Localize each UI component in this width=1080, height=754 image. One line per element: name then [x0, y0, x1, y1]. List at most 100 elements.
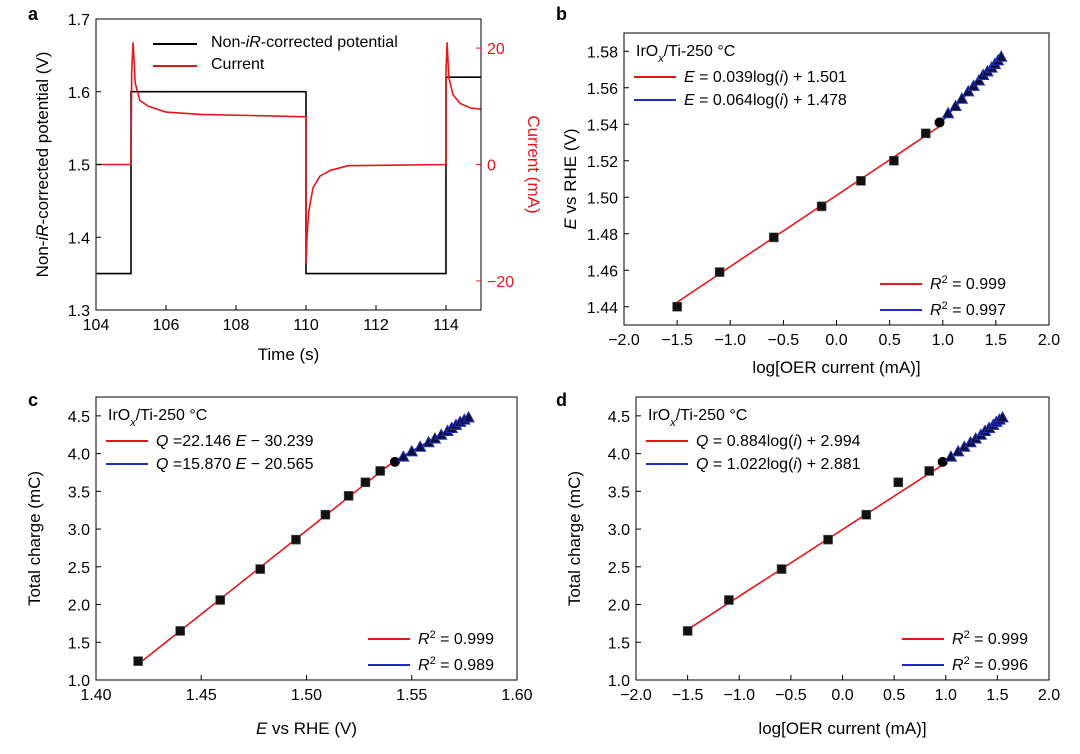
square-marker — [375, 466, 385, 476]
square-marker — [672, 301, 682, 312]
x-tick-label: −0.5 — [768, 332, 800, 349]
square-marker — [889, 155, 899, 166]
y-axis-label: Total charge (mC) — [25, 471, 44, 606]
y-tick-label: 2.0 — [608, 598, 630, 615]
legend-label-current: Current — [211, 56, 265, 73]
x-tick-label: 114 — [433, 317, 459, 334]
x-tick-label: −1.0 — [723, 687, 755, 704]
y-tick-label: 1.5 — [68, 158, 90, 175]
x-tick-label: 2.0 — [1038, 332, 1060, 349]
triangle-marker — [941, 106, 955, 119]
r2-label: R2 = 0.989 — [418, 655, 494, 674]
y-tick-label: 1.44 — [587, 300, 618, 317]
square-marker — [291, 534, 301, 545]
y2-tick-label: −20 — [487, 274, 514, 291]
panel-b: b −2.0 −1.5 −1.0 −0.5 0.0 0.5 1.0 1.5 2.0 1.44 1.46… — [556, 4, 1060, 377]
annotation-label: IrOx/Ti-250 °C — [636, 43, 735, 65]
panel-c: c 1.40 1.45 1.50 1.55 1.60 1.0 1.5 2.0 2.5 3.0 3.5 4… — [25, 390, 533, 738]
legend: IrOx/Ti-250 °C Q =22.146 E − 30.239 Q =15.… — [106, 407, 494, 674]
annotation-label: IrOx/Ti-250 °C — [108, 407, 207, 429]
x-tick-label: 1.5 — [986, 687, 1008, 704]
r2-label: R2 = 0.999 — [930, 274, 1006, 293]
panel-d: d −2.0 −1.5 −1.0 −0.5 0.0 0.5 1.0 1.5 2.0 1.0 1.5 2.… — [556, 390, 1060, 738]
square-marker — [924, 466, 935, 476]
y-tick-label: 1.58 — [587, 44, 618, 61]
y-tick-label: 4.5 — [608, 409, 630, 426]
triangle-marker — [996, 410, 1009, 423]
fit-equation-label: E = 0.039log(i) + 1.501 — [684, 69, 847, 86]
y-tick-label: 1.0 — [68, 673, 90, 690]
legend: IrOx/Ti-250 °C E = 0.039log(i) + 1.501 E =… — [634, 43, 1006, 319]
r2-label: R2 = 0.996 — [952, 655, 1028, 674]
circle-marker — [934, 117, 945, 128]
legend-label-potential: Non-iR-corrected potential — [211, 34, 398, 51]
y-tick-label: 1.50 — [587, 190, 618, 207]
square-marker — [861, 509, 872, 520]
square-marker — [320, 509, 331, 520]
triangle-marker — [955, 92, 969, 104]
y-tick-label: 2.0 — [68, 598, 90, 615]
y-tick-label: 3.5 — [68, 484, 90, 501]
square-marker — [724, 595, 734, 605]
fit-equation-label: Q = 0.884log(i) + 2.994 — [696, 433, 861, 450]
square-marker — [133, 656, 143, 666]
square-marker — [343, 491, 354, 501]
square-marker — [856, 176, 866, 186]
y-tick-label: 1.48 — [587, 227, 618, 244]
square-marker — [682, 626, 693, 636]
x-axis-label: log[OER current (mA)] — [752, 358, 920, 377]
y-tick-label: 2.5 — [68, 560, 90, 577]
y-tick-label: 1.56 — [587, 81, 618, 98]
x-tick-label: 108 — [223, 317, 250, 334]
y-tick-label: 1.7 — [68, 12, 90, 29]
square-marker — [175, 626, 185, 636]
y-tick-label: 1.5 — [68, 635, 90, 652]
panel-a: a 104 106 108 110 112 114 1.3 1.4 1.5 1.6 1.7 20 0 −20… — [28, 4, 543, 364]
fit-line-red — [674, 125, 941, 305]
y-tick-label: 2.5 — [608, 560, 630, 577]
y-axis-label: E vs RHE (V) — [561, 128, 580, 229]
x-axis-label: E vs RHE (V) — [256, 719, 357, 738]
panel-label: b — [556, 4, 567, 24]
square-marker — [893, 477, 904, 488]
x-tick-label: 1.5 — [985, 332, 1007, 349]
x-tick-label: −1.5 — [661, 332, 693, 349]
square-marker — [769, 232, 779, 243]
x-tick-label: 2.0 — [1038, 687, 1060, 704]
y-tick-label: 1.0 — [608, 673, 630, 690]
fit-equation-label: E = 0.064log(i) + 1.478 — [684, 92, 847, 109]
triangle-marker — [949, 99, 962, 111]
x-tick-label: 0.5 — [879, 332, 901, 349]
square-marker — [714, 267, 725, 277]
x-tick-label: −0.5 — [775, 687, 807, 704]
circle-marker — [389, 456, 400, 467]
y-tick-label: 1.54 — [587, 117, 618, 134]
panel-label: a — [28, 4, 39, 24]
current-line — [96, 42, 482, 264]
r2-label: R2 = 0.999 — [418, 629, 494, 648]
y-axis-label: Non-iR-corrected potential (V) — [33, 52, 52, 278]
potential-line — [96, 76, 481, 275]
x-axis-label: Time (s) — [258, 345, 320, 364]
x-tick-label: 1.45 — [186, 687, 217, 704]
square-marker — [215, 595, 225, 605]
x-tick-label: −2.0 — [620, 687, 652, 704]
legend: IrOx/Ti-250 °C Q = 0.884log(i) + 2.994 Q =… — [646, 407, 1028, 674]
square-marker — [816, 201, 827, 212]
fit-equation-label: Q = 1.022log(i) + 2.881 — [696, 456, 861, 473]
square-marker — [776, 564, 787, 574]
x-tick-label: 0.0 — [831, 687, 853, 704]
square-marker — [255, 564, 265, 574]
y-tick-label: 3.0 — [608, 522, 630, 539]
x-tick-label: −1.0 — [714, 332, 746, 349]
x-tick-label: 104 — [83, 317, 110, 334]
y-tick-label: 4.0 — [608, 447, 630, 464]
x-tick-label: 112 — [363, 317, 389, 334]
panel-label: c — [28, 390, 38, 410]
fit-equation-label: Q =22.146 E − 30.239 — [156, 433, 314, 450]
y2-tick-label: 20 — [487, 41, 505, 58]
square-marker — [920, 128, 931, 139]
panel-label: d — [556, 390, 567, 410]
x-tick-label: 1.55 — [396, 687, 427, 704]
